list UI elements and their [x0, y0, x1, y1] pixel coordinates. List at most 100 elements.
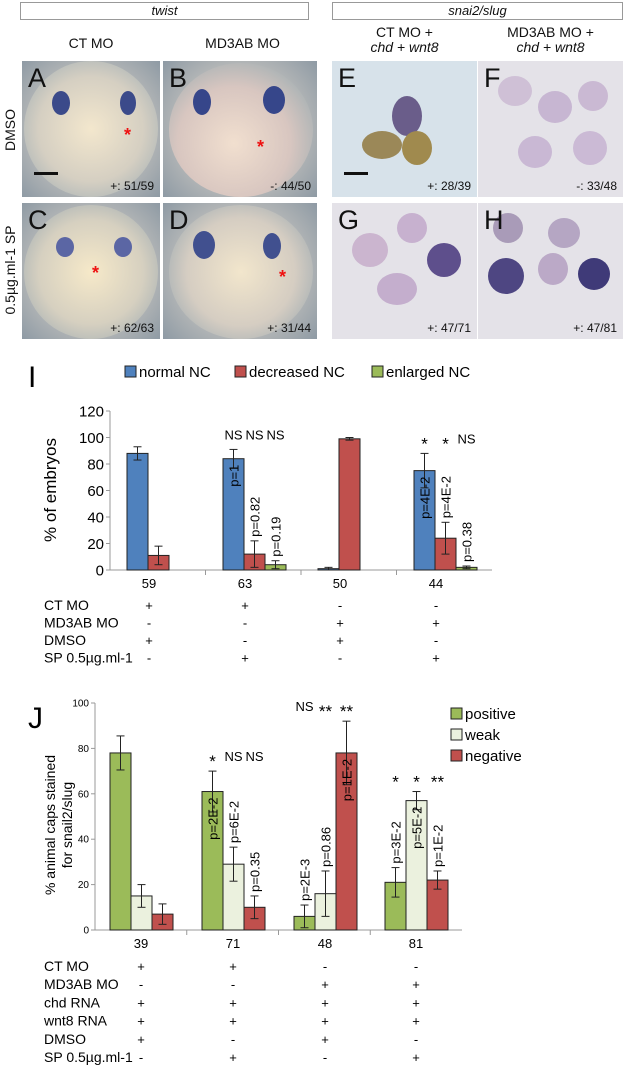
animal-cap	[488, 258, 524, 294]
column-ct-mo: CT MO	[68, 35, 114, 51]
animal-cap	[352, 233, 388, 267]
condition-value: -	[147, 651, 151, 666]
legend-swatch	[124, 365, 137, 378]
y-tick-label: 100	[72, 699, 89, 710]
p-value-label: p=0.38	[460, 522, 475, 562]
panel-letter: J	[28, 702, 43, 735]
significance-mark: NS	[224, 749, 242, 764]
significance-mark: NS	[245, 749, 263, 764]
header-twist: twist	[20, 2, 309, 20]
significance-mark: *	[209, 752, 216, 771]
legend-label: enlarged NC	[386, 364, 470, 381]
panel-f-image: F -: 33/48	[478, 61, 623, 197]
panel-letter: E	[338, 63, 357, 93]
panel-count: +: 31/44	[267, 321, 311, 335]
significance-mark: **	[431, 773, 445, 792]
embryo	[169, 205, 313, 339]
animal-cap	[573, 131, 607, 165]
embryo	[24, 205, 158, 339]
significance-mark: NS	[295, 699, 313, 714]
y-axis-label: % of embryos	[41, 438, 60, 542]
condition-label: CT MO	[44, 597, 89, 613]
condition-value: -	[231, 1032, 235, 1047]
animal-cap	[397, 213, 427, 243]
animal-cap	[493, 213, 523, 243]
significance-mark: NS	[266, 427, 284, 442]
scale-bar	[34, 172, 58, 175]
y-tick-label: 120	[79, 403, 104, 420]
condition-label: chd RNA	[44, 994, 101, 1010]
significance-mark: *	[392, 773, 399, 792]
panel-letter: I	[28, 361, 36, 394]
y-tick-label: 40	[87, 509, 104, 526]
condition-label: MD3AB MO	[44, 615, 119, 631]
condition-value: +	[321, 1032, 329, 1047]
condition-value: +	[321, 995, 329, 1010]
p-value-label: p=6E-2	[227, 801, 242, 843]
p-value-label: p=2E-2	[206, 798, 221, 840]
x-category-label: 39	[134, 936, 148, 951]
significance-mark: NS	[457, 431, 475, 446]
condition-value: +	[412, 1050, 420, 1065]
panel-g-image: G +: 47/71	[332, 203, 477, 339]
panel-letter: D	[169, 205, 189, 235]
condition-value: +	[137, 995, 145, 1010]
significance-mark: *	[442, 434, 449, 453]
legend-swatch	[450, 749, 463, 762]
y-tick-label: 20	[87, 536, 104, 553]
significance-mark: **	[319, 702, 333, 721]
column-ct-chd-wnt8: CT MO + chd + wnt8	[332, 25, 477, 55]
panel-count: -: 44/50	[270, 179, 311, 193]
animal-cap	[402, 131, 432, 165]
panel-count: +: 28/39	[427, 179, 471, 193]
legend-label: normal NC	[139, 364, 211, 381]
asterisk-marker: *	[279, 267, 287, 287]
x-category-label: 50	[333, 576, 347, 591]
panel-count: -: 33/48	[576, 179, 617, 193]
column-label: chd + wnt8	[516, 39, 585, 55]
animal-cap	[578, 258, 610, 290]
condition-value: +	[229, 959, 237, 974]
significance-mark: NS	[224, 427, 242, 442]
column-md3ab-chd-wnt8: MD3AB MO + chd + wnt8	[478, 25, 623, 55]
p-value-label: p=0.86	[319, 827, 334, 867]
animal-cap	[548, 218, 580, 248]
condition-value: +	[145, 598, 153, 613]
condition-value: -	[231, 977, 235, 992]
panel-h-image: H +: 47/81	[478, 203, 623, 339]
y-axis-label: % animal caps stained	[42, 755, 58, 895]
y-tick-label: 80	[87, 456, 104, 473]
condition-label: CT MO	[44, 958, 89, 974]
condition-value: -	[139, 977, 143, 992]
panel-c-image: * C +: 62/63	[22, 203, 160, 339]
stain	[263, 233, 281, 259]
legend-swatch	[371, 365, 384, 378]
p-value-label: p=0.35	[248, 852, 263, 892]
condition-value: +	[137, 959, 145, 974]
condition-value: +	[229, 995, 237, 1010]
condition-value: +	[336, 616, 344, 631]
y-tick-label: 20	[78, 880, 90, 891]
condition-value: -	[434, 598, 438, 613]
p-value-label: p=1E-2	[340, 759, 355, 801]
column-label: chd + wnt8	[370, 39, 439, 55]
condition-value: -	[338, 598, 342, 613]
stain	[120, 91, 136, 115]
condition-value: +	[145, 633, 153, 648]
x-category-label: 71	[226, 936, 240, 951]
legend-label: negative	[465, 748, 522, 765]
p-value-label: p=4E-2	[418, 477, 433, 519]
panel-letter: B	[169, 63, 188, 93]
panel-letter: H	[484, 205, 504, 235]
condition-label: SP 0.5µg.ml-1	[44, 1049, 133, 1065]
p-value-label: p=0.19	[269, 517, 284, 557]
animal-cap	[518, 136, 552, 168]
condition-value: +	[137, 1032, 145, 1047]
animal-cap	[498, 76, 532, 106]
y-tick-label: 0	[96, 562, 104, 579]
column-label: MD3AB MO +	[507, 24, 594, 40]
condition-value: +	[336, 633, 344, 648]
legend-swatch	[234, 365, 247, 378]
legend-label: decreased NC	[249, 364, 345, 381]
